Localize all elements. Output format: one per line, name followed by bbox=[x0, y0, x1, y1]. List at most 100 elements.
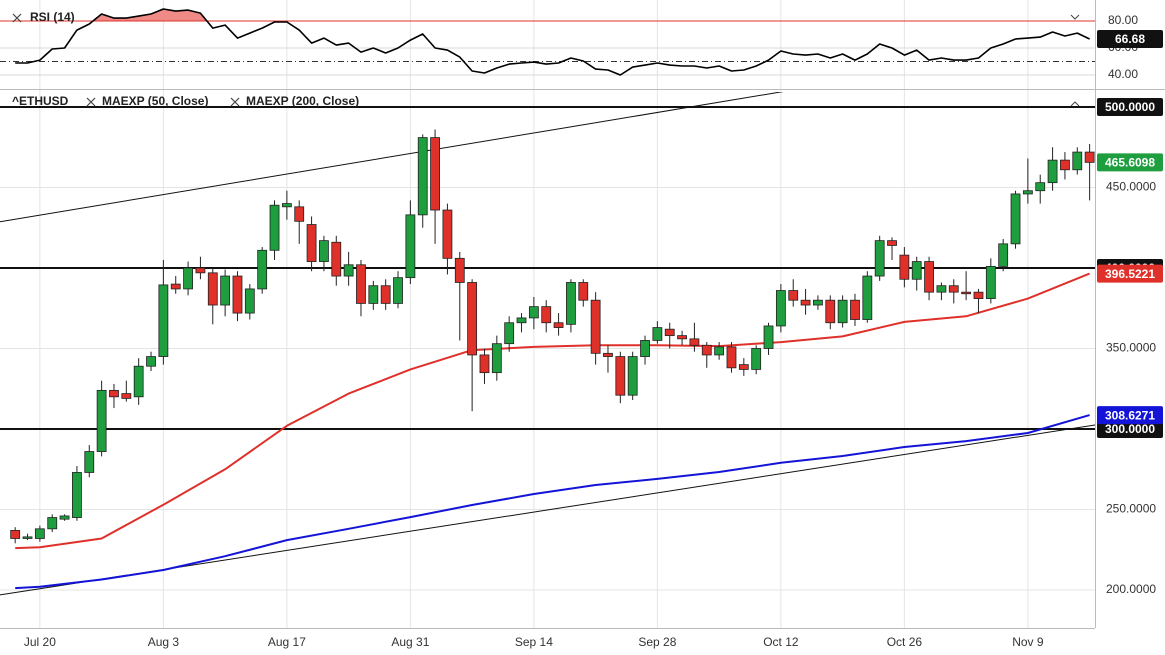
candle-body bbox=[368, 285, 379, 304]
candle-body bbox=[541, 306, 552, 324]
candle-body bbox=[72, 472, 82, 518]
candle-body bbox=[911, 261, 922, 280]
candle-body bbox=[751, 348, 762, 370]
rsi-legend: RSI (14) bbox=[12, 10, 1080, 24]
close-icon[interactable] bbox=[12, 13, 22, 23]
y-tick-label: 250.0000 bbox=[1106, 502, 1156, 516]
y-tick-label: 80.00 bbox=[1108, 13, 1138, 27]
candle-body bbox=[343, 264, 354, 277]
candle-body bbox=[430, 137, 440, 211]
moving-average-line bbox=[15, 272, 1090, 550]
collapse-icon[interactable] bbox=[1070, 14, 1080, 20]
candle-body bbox=[738, 364, 749, 370]
x-tick-label: Sep 28 bbox=[638, 635, 676, 649]
candle-body bbox=[850, 299, 860, 320]
candle-body bbox=[813, 299, 823, 306]
candle-body bbox=[985, 265, 996, 299]
y-tick-label: 350.0000 bbox=[1106, 341, 1156, 355]
legend-entry: MAEXP (200, Close) bbox=[246, 94, 359, 108]
candle-body bbox=[158, 284, 169, 357]
candle-body bbox=[319, 240, 329, 262]
candle-body bbox=[244, 288, 255, 314]
candle-body bbox=[701, 344, 712, 356]
candle-body bbox=[59, 515, 70, 520]
candle-body bbox=[640, 340, 650, 357]
candle-body bbox=[109, 389, 119, 398]
candle-body bbox=[393, 277, 403, 304]
x-tick-label: Nov 9 bbox=[1012, 635, 1044, 649]
candle-body bbox=[788, 290, 799, 301]
candle-body bbox=[146, 356, 156, 367]
price-box bbox=[1097, 153, 1163, 172]
candle-body bbox=[566, 282, 576, 325]
price-box bbox=[1097, 420, 1163, 439]
candle-body bbox=[1060, 159, 1070, 171]
candle-body bbox=[417, 137, 428, 216]
close-icon[interactable] bbox=[86, 97, 96, 107]
price-box-label: 66.68 bbox=[1115, 32, 1145, 46]
y-tick-label: 200.0000 bbox=[1106, 582, 1156, 596]
price-boxes: 500.0000400.0000300.0000308.6271396.5221… bbox=[1097, 30, 1163, 439]
trendline bbox=[0, 92, 784, 223]
collapse-icon[interactable] bbox=[1070, 101, 1080, 107]
price-box bbox=[1097, 30, 1163, 49]
legend-entry: MAEXP (50, Close) bbox=[102, 94, 208, 108]
candle-body bbox=[281, 203, 292, 208]
price-plot bbox=[0, 92, 1095, 596]
rsi-title: RSI (14) bbox=[30, 10, 75, 24]
candle-body bbox=[775, 290, 786, 327]
candle-body bbox=[516, 317, 527, 324]
candle-body bbox=[47, 517, 58, 530]
candle-body bbox=[924, 261, 934, 293]
candle-body bbox=[528, 306, 539, 319]
price-box-label: 465.6098 bbox=[1105, 156, 1155, 170]
candle-body bbox=[121, 393, 132, 399]
candle-body bbox=[615, 356, 626, 396]
candle-body bbox=[800, 299, 811, 306]
x-tick-label: Oct 26 bbox=[887, 635, 923, 649]
candle-body bbox=[862, 275, 873, 320]
candle-body bbox=[887, 240, 897, 246]
x-tick-label: Oct 12 bbox=[763, 635, 799, 649]
price-box-label: 500.0000 bbox=[1105, 100, 1155, 114]
candle-body bbox=[1072, 151, 1083, 171]
candle-body bbox=[380, 285, 391, 304]
candle-body bbox=[763, 325, 774, 349]
candle-body bbox=[170, 283, 181, 290]
close-icon[interactable] bbox=[230, 97, 240, 107]
candle-body bbox=[96, 389, 107, 452]
candle-body bbox=[578, 282, 589, 301]
x-tick-label: Jul 20 bbox=[24, 635, 56, 649]
candle-body bbox=[652, 327, 663, 341]
candle-body bbox=[405, 214, 416, 279]
candle-body bbox=[837, 299, 848, 324]
candle-body bbox=[1022, 190, 1033, 195]
axes: Jul 20 Aug 3 Aug 17 Aug 31 Sep 14 Sep 28 Oct 1… bbox=[24, 13, 1157, 649]
candle-body bbox=[590, 299, 601, 354]
candle-body bbox=[442, 209, 453, 259]
candle-body bbox=[491, 343, 502, 374]
price-box-label: 308.6271 bbox=[1105, 408, 1155, 422]
candle-body bbox=[454, 257, 465, 283]
candle-body bbox=[1047, 159, 1058, 184]
candle-body bbox=[948, 285, 959, 293]
rsi-plot bbox=[0, 8, 1095, 76]
candle-body bbox=[961, 291, 972, 295]
candle-body bbox=[294, 206, 305, 222]
x-tick-label: Aug 17 bbox=[268, 635, 306, 649]
candle-body bbox=[627, 356, 638, 396]
candle-body bbox=[899, 254, 910, 280]
price-box-label: 300.0000 bbox=[1105, 422, 1155, 436]
candle-body bbox=[689, 338, 700, 346]
candle-body bbox=[133, 365, 144, 398]
x-tick-label: Sep 14 bbox=[515, 635, 553, 649]
candle-body bbox=[874, 240, 885, 277]
candle-body bbox=[714, 346, 725, 356]
candle-body bbox=[257, 249, 268, 290]
candle-body bbox=[22, 536, 33, 539]
candle-body bbox=[936, 285, 947, 293]
candle-body bbox=[726, 346, 737, 369]
candle-body bbox=[195, 267, 206, 274]
price-box-label: 396.5221 bbox=[1105, 267, 1155, 281]
